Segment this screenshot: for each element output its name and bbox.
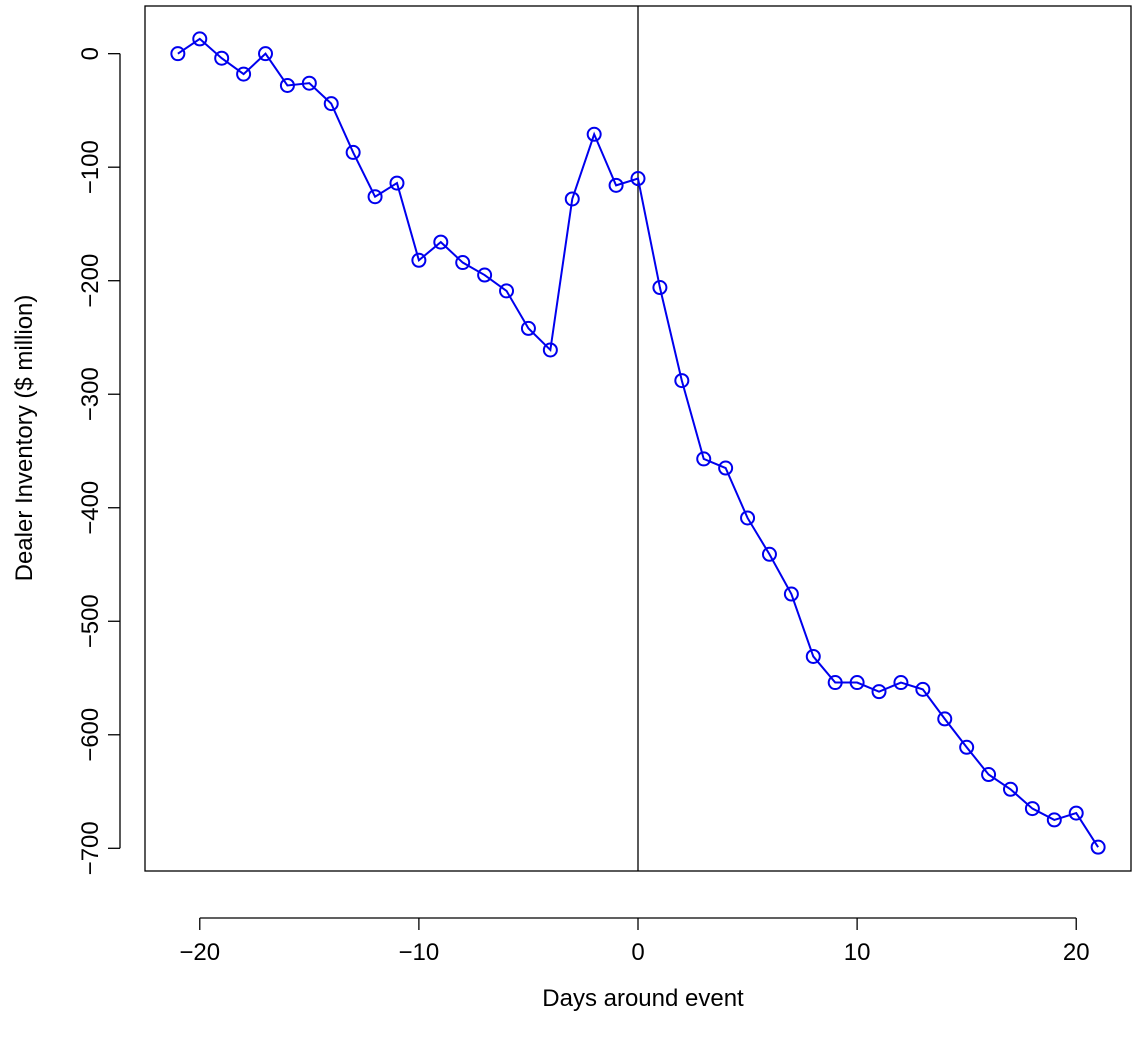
data-point — [915, 681, 931, 697]
y-axis-label: Dealer Inventory ($ million) — [11, 295, 38, 582]
data-point — [761, 546, 777, 562]
data-point — [1046, 812, 1062, 828]
data-point — [893, 675, 909, 691]
data-point — [323, 96, 339, 112]
data-point — [520, 320, 536, 336]
data-point — [411, 252, 427, 268]
data-point — [301, 75, 317, 91]
data-point — [630, 171, 646, 187]
data-point — [740, 510, 756, 526]
x-tick-label: 0 — [631, 939, 644, 966]
data-point — [718, 460, 734, 476]
data-point — [959, 739, 975, 755]
data-point — [827, 675, 843, 691]
data-point — [586, 126, 602, 142]
data-point — [367, 189, 383, 205]
data-point — [696, 451, 712, 467]
data-point — [871, 684, 887, 700]
data-point — [477, 267, 493, 283]
data-point — [849, 675, 865, 691]
data-point — [1024, 801, 1040, 817]
data-point — [192, 31, 208, 47]
data-point — [236, 66, 252, 82]
data-point — [981, 767, 997, 783]
data-point — [805, 648, 821, 664]
x-tick-label: 20 — [1063, 939, 1090, 966]
data-point — [345, 144, 361, 160]
y-tick-label: −300 — [77, 367, 104, 421]
y-tick-label: −100 — [77, 140, 104, 194]
data-point — [499, 283, 515, 299]
y-axis: 0 −100 −200 −300 −400 −500 −600 −700 — [77, 47, 121, 875]
data-point — [937, 711, 953, 727]
y-tick-label: −700 — [77, 821, 104, 875]
data-point — [214, 50, 230, 66]
y-tick-label: −400 — [77, 481, 104, 535]
y-tick-label: −500 — [77, 594, 104, 648]
data-point — [674, 373, 690, 389]
y-tick-label: −200 — [77, 254, 104, 308]
data-point — [279, 77, 295, 93]
x-tick-label: 10 — [844, 939, 871, 966]
data-point — [652, 280, 668, 296]
x-axis-label: Days around event — [542, 985, 744, 1012]
data-point — [433, 234, 449, 250]
data-point — [1002, 781, 1018, 797]
x-tick-label: −20 — [179, 939, 220, 966]
series-line — [177, 37, 1099, 848]
data-point — [608, 177, 624, 193]
data-points — [170, 31, 1106, 855]
data-point — [564, 191, 580, 207]
x-axis: −20 −10 0 10 20 — [179, 917, 1090, 966]
y-tick-label: −600 — [77, 708, 104, 762]
data-point — [389, 175, 405, 191]
data-point — [170, 46, 186, 62]
data-point — [455, 255, 471, 271]
data-point — [783, 586, 799, 602]
x-tick-label: −10 — [399, 939, 440, 966]
data-point — [1068, 805, 1084, 821]
y-tick-label: 0 — [77, 47, 104, 60]
data-point — [542, 342, 558, 358]
data-point — [1090, 839, 1106, 855]
data-point — [258, 46, 274, 62]
